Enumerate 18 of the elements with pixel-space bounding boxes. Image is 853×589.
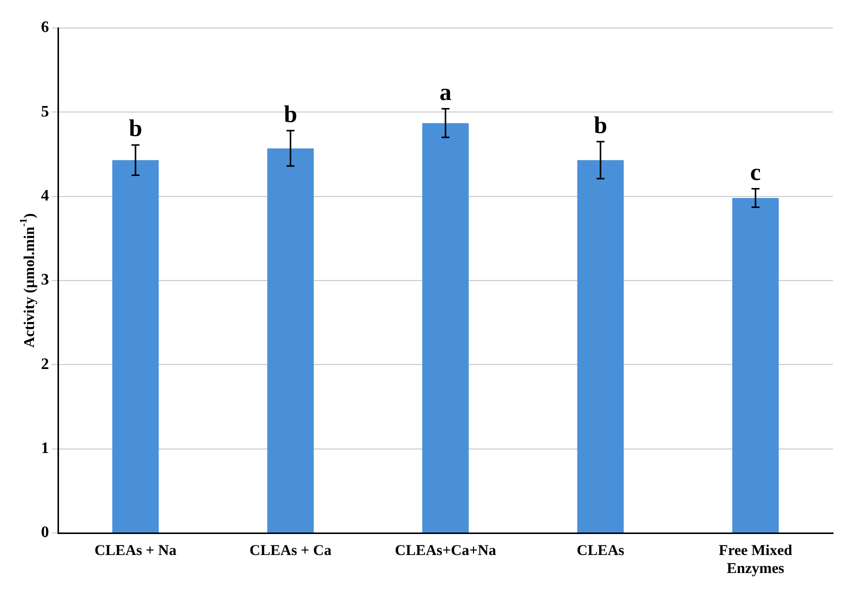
annotation: b	[128, 116, 142, 142]
y-axis-title: Activity (µmol.min-1)	[18, 213, 38, 348]
annotation: b	[284, 102, 298, 128]
x-tick-label: CLEAs + Na	[94, 542, 177, 559]
y-tick-label: 5	[41, 103, 49, 120]
y-tick-label: 0	[41, 524, 49, 542]
x-tick-label: CLEAs + Ca	[250, 542, 332, 559]
annotation: c	[750, 160, 762, 186]
annotation: a	[440, 80, 452, 106]
y-tick-label: 3	[41, 272, 49, 289]
x-tick-label: CLEAs+Ca+Na	[394, 542, 497, 559]
y-tick-label: 4	[41, 187, 49, 204]
x-tick-label: Free Mixed Enzymes	[718, 542, 793, 577]
x-tick-label: CLEAs	[576, 542, 624, 559]
y-tick-label: 1	[41, 440, 49, 457]
annotation: b	[594, 112, 608, 139]
y-tick-label: 6	[41, 19, 49, 36]
y-tick-label: 2	[41, 356, 49, 373]
